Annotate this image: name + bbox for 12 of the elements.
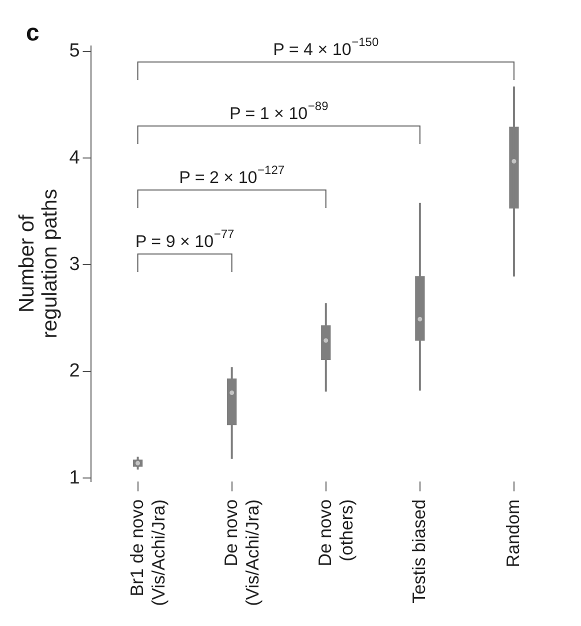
- y-tick-label: 5: [69, 40, 80, 62]
- y-axis-title: Number of regulation paths: [15, 188, 62, 338]
- y-tick-label: 3: [69, 254, 80, 275]
- x-tick-label: Testis biased: [408, 499, 429, 604]
- x-tick-label: Br1 de novo (Vis/Achi/Jra): [126, 499, 168, 606]
- x-tick-label: Random: [502, 499, 523, 568]
- y-tick-label: 2: [69, 360, 80, 382]
- x-tick-label: De novo (others): [314, 499, 356, 566]
- y-tick-label: 1: [69, 467, 80, 488]
- y-tick-label: 4: [69, 147, 80, 168]
- chart-title: c: [26, 20, 40, 47]
- x-tick-label: De novo (Vis/Achi/Jra): [220, 499, 262, 606]
